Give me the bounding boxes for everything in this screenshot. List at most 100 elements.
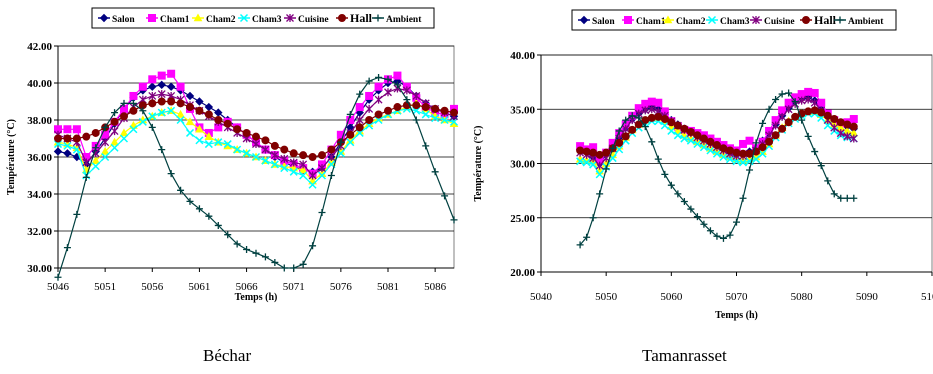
y-axis-label: Température (°C) <box>473 126 484 202</box>
data-point <box>337 138 345 146</box>
data-point <box>673 131 682 140</box>
data-point <box>195 106 204 115</box>
data-point <box>91 156 101 164</box>
data-point <box>719 144 728 153</box>
data-point <box>365 91 374 100</box>
data-point <box>739 139 748 148</box>
x-tick-label: 5080 <box>791 291 814 303</box>
data-point <box>299 151 308 160</box>
data-point <box>830 190 838 198</box>
chart-panel-tamanrasset: 20.00 25.00 30.00 35.00 40.00 5040 5050 5060 507… <box>466 0 933 374</box>
data-point <box>589 148 598 157</box>
data-point <box>138 82 147 91</box>
legend-entry: Cham3 <box>252 15 282 25</box>
data-point <box>195 97 204 106</box>
y-tick-label: 30.00 <box>27 263 52 275</box>
data-point <box>214 221 222 229</box>
data-point <box>849 134 858 143</box>
data-point <box>374 110 383 119</box>
data-point <box>706 146 715 155</box>
y-axis-label: Température (°C) <box>6 119 17 195</box>
data-point <box>647 105 656 114</box>
x-tick-label: 5086 <box>424 281 447 293</box>
data-point <box>82 158 91 167</box>
data-point <box>403 96 411 104</box>
data-point <box>393 103 402 112</box>
x-tick-label: 5056 <box>141 281 164 293</box>
legend-entry: Hall <box>350 11 373 25</box>
data-point <box>280 264 288 272</box>
data-point <box>765 137 774 146</box>
data-point <box>195 205 203 213</box>
data-point <box>346 110 354 118</box>
data-point <box>327 145 336 154</box>
data-point <box>647 97 656 106</box>
data-point <box>261 253 269 261</box>
data-point <box>63 134 72 143</box>
data-point <box>654 155 662 163</box>
data-point <box>205 212 213 220</box>
legend-entry: Cham3 <box>720 17 750 27</box>
data-point <box>667 126 676 135</box>
data-point <box>186 103 194 112</box>
data-point <box>849 115 858 124</box>
data-point <box>148 91 157 100</box>
data-point <box>167 106 176 115</box>
data-point <box>843 132 852 141</box>
legend-entry: Cham2 <box>676 17 706 27</box>
legend-entry: Cuisine <box>764 17 795 27</box>
data-point <box>772 95 780 103</box>
data-point <box>738 158 748 167</box>
data-point <box>176 115 185 125</box>
data-point <box>309 242 317 250</box>
data-point <box>280 145 289 154</box>
data-point <box>791 112 800 121</box>
data-point <box>138 117 147 126</box>
data-point <box>421 110 430 119</box>
data-point <box>582 158 591 167</box>
series-hall <box>576 106 858 159</box>
data-point <box>797 96 806 105</box>
data-point <box>270 160 279 169</box>
data-point <box>693 139 702 149</box>
data-point <box>440 115 449 125</box>
data-point <box>110 117 119 126</box>
caption-bechar: Béchar <box>203 346 252 365</box>
data-point <box>726 231 734 239</box>
data-point <box>82 132 91 141</box>
data-point <box>784 118 793 127</box>
x-tick-label: 5090 <box>856 291 879 303</box>
data-point <box>421 103 430 112</box>
data-point <box>327 153 336 161</box>
legend-entry: Ambient <box>386 15 422 25</box>
legend-box <box>571 9 897 31</box>
data-point <box>91 128 100 137</box>
legend-marker <box>148 14 156 22</box>
data-point <box>270 151 279 160</box>
data-point <box>204 132 214 140</box>
data-point <box>589 160 598 169</box>
data-point <box>110 137 119 146</box>
legend-entry: Hall <box>814 13 837 27</box>
data-point <box>739 149 748 158</box>
data-point <box>759 119 767 127</box>
legend-marker <box>193 13 203 22</box>
data-point <box>804 132 812 140</box>
data-point <box>233 125 242 134</box>
data-point <box>680 134 689 143</box>
data-point <box>63 125 72 134</box>
data-point <box>595 150 604 159</box>
data-point <box>830 115 839 124</box>
data-point <box>660 121 669 130</box>
data-point <box>602 148 611 157</box>
data-point <box>204 110 213 119</box>
data-point <box>680 124 689 133</box>
data-point <box>318 209 326 216</box>
data-point <box>798 116 806 124</box>
data-point <box>139 107 147 115</box>
data-point <box>648 138 656 146</box>
data-point <box>157 90 166 99</box>
data-point <box>252 140 260 149</box>
legend-box <box>91 7 435 29</box>
data-point <box>622 116 630 124</box>
